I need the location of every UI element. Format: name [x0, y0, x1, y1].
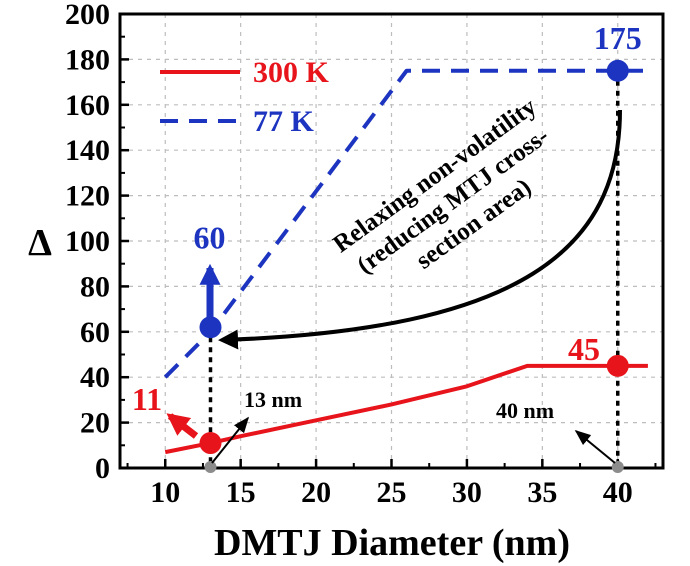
y-tick-label: 60: [80, 316, 110, 349]
guide-lines: [204, 70, 624, 473]
pointer-40nm: [574, 429, 616, 464]
dim-label-13: 13 nm: [244, 387, 302, 412]
y-tick-label: 180: [65, 43, 110, 76]
y-tick-label: 20: [80, 407, 110, 440]
data-point: [606, 59, 629, 82]
pointer-13nm: [211, 416, 249, 464]
x-tick-label: 25: [377, 476, 407, 509]
x-tick-label: 40: [603, 476, 633, 509]
y-tick-label: 100: [65, 225, 110, 258]
data-point: [199, 316, 222, 339]
data-label: 175: [594, 20, 642, 56]
x-tick-labels: 10 15 20 25 30 35 40: [150, 476, 633, 509]
relax-arrow: [218, 109, 622, 350]
dim-label-40: 40 nm: [496, 398, 554, 423]
x-tick-label: 35: [527, 476, 557, 509]
data-label: 11: [132, 381, 162, 417]
y-tick-label: 160: [65, 89, 110, 122]
x-tick-label: 10: [150, 476, 180, 509]
data-label: 60: [194, 219, 226, 255]
data-point: [606, 354, 629, 377]
x-tick-label: 20: [301, 476, 331, 509]
diag-arrow-11: [166, 413, 199, 439]
y-tick-label: 80: [80, 270, 110, 303]
legend-label-77k: 77 K: [253, 105, 315, 138]
axis-dot-13: [204, 461, 217, 473]
x-axis-title: DMTJ Diameter (nm): [214, 522, 570, 564]
legend: 300 K 77 K: [160, 56, 330, 138]
y-tick-label: 140: [65, 134, 110, 167]
x-tick-label: 15: [226, 476, 256, 509]
y-tick-label: 200: [65, 0, 110, 31]
data-label: 45: [568, 331, 600, 367]
series-layer: [163, 68, 648, 455]
series-line-1: [163, 68, 648, 379]
marker-layer: 11 60 45 175: [132, 20, 642, 455]
data-point: [199, 432, 222, 455]
y-tick-label: 120: [65, 180, 110, 213]
y-tick-labels: 0 20 40 60 80 100 120 140 160 180 200: [65, 0, 110, 485]
y-tick-label: 40: [80, 361, 110, 394]
legend-label-300k: 300 K: [253, 56, 330, 89]
x-tick-label: 30: [452, 476, 482, 509]
y-axis-title: Δ: [28, 222, 52, 264]
series-line-0: [164, 363, 648, 455]
axis-ticks: [120, 12, 657, 470]
axis-dot-40: [611, 461, 624, 473]
y-tick-label: 0: [95, 452, 110, 485]
